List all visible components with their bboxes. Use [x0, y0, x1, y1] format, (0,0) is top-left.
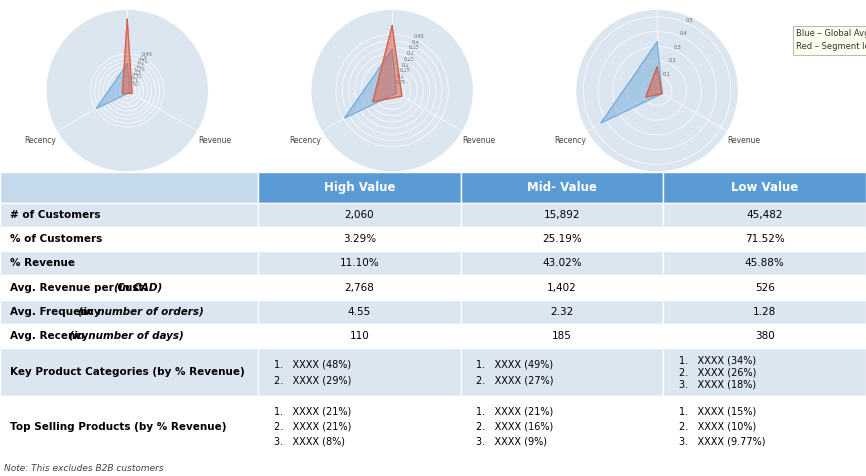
- Text: Note: This excludes B2B customers: Note: This excludes B2B customers: [4, 464, 164, 473]
- Text: 2.   XXXX (29%): 2. XXXX (29%): [274, 375, 351, 385]
- Text: 1.   XXXX (34%): 1. XXXX (34%): [679, 355, 756, 365]
- Text: 3.   XXXX (8%): 3. XXXX (8%): [274, 437, 345, 447]
- FancyBboxPatch shape: [258, 251, 461, 276]
- FancyBboxPatch shape: [461, 299, 663, 324]
- FancyBboxPatch shape: [258, 324, 461, 348]
- Text: Low Value: Low Value: [731, 181, 798, 194]
- Polygon shape: [345, 50, 397, 118]
- FancyBboxPatch shape: [258, 299, 461, 324]
- Text: 43.02%: 43.02%: [542, 258, 582, 268]
- FancyBboxPatch shape: [663, 324, 866, 348]
- FancyBboxPatch shape: [0, 203, 258, 227]
- FancyBboxPatch shape: [663, 172, 866, 203]
- Text: # of Customers: # of Customers: [10, 210, 101, 220]
- FancyBboxPatch shape: [461, 397, 663, 457]
- FancyBboxPatch shape: [663, 227, 866, 251]
- FancyBboxPatch shape: [0, 227, 258, 251]
- Text: (in number of orders): (in number of orders): [78, 307, 204, 317]
- FancyBboxPatch shape: [461, 172, 663, 203]
- Text: 526: 526: [755, 283, 774, 293]
- Text: (in CAD): (in CAD): [114, 283, 162, 293]
- FancyBboxPatch shape: [258, 276, 461, 299]
- Polygon shape: [372, 26, 402, 102]
- Text: 1,402: 1,402: [547, 283, 577, 293]
- FancyBboxPatch shape: [461, 348, 663, 397]
- Polygon shape: [601, 42, 662, 123]
- Text: 15,892: 15,892: [544, 210, 580, 220]
- Text: 3.   XXXX (9%): 3. XXXX (9%): [476, 437, 547, 447]
- Text: % Revenue: % Revenue: [10, 258, 75, 268]
- FancyBboxPatch shape: [0, 397, 258, 457]
- FancyBboxPatch shape: [0, 324, 258, 348]
- Text: 2.   XXXX (27%): 2. XXXX (27%): [476, 375, 553, 385]
- FancyBboxPatch shape: [461, 251, 663, 276]
- Text: 110: 110: [350, 331, 369, 341]
- Text: 11.10%: 11.10%: [339, 258, 379, 268]
- Text: 25.19%: 25.19%: [542, 234, 582, 244]
- FancyBboxPatch shape: [663, 203, 866, 227]
- Text: 45,482: 45,482: [746, 210, 783, 220]
- Text: 71.52%: 71.52%: [745, 234, 785, 244]
- FancyBboxPatch shape: [258, 172, 461, 203]
- Text: 2.   XXXX (10%): 2. XXXX (10%): [679, 422, 756, 432]
- Text: 3.   XXXX (9.77%): 3. XXXX (9.77%): [679, 437, 766, 447]
- Text: 4.55: 4.55: [348, 307, 371, 317]
- FancyBboxPatch shape: [258, 397, 461, 457]
- Text: 2.32: 2.32: [551, 307, 573, 317]
- Text: 3.   XXXX (18%): 3. XXXX (18%): [679, 379, 756, 389]
- FancyBboxPatch shape: [663, 397, 866, 457]
- FancyBboxPatch shape: [663, 276, 866, 299]
- Text: 2,060: 2,060: [345, 210, 374, 220]
- Text: 2,768: 2,768: [345, 283, 374, 293]
- Text: Avg. Recency: Avg. Recency: [10, 331, 93, 341]
- Text: 1.   XXXX (49%): 1. XXXX (49%): [476, 359, 553, 369]
- Text: 185: 185: [553, 331, 572, 341]
- FancyBboxPatch shape: [461, 227, 663, 251]
- Text: 2.   XXXX (21%): 2. XXXX (21%): [274, 422, 351, 432]
- Text: 2.   XXXX (26%): 2. XXXX (26%): [679, 367, 756, 377]
- Text: Blue – Global Avg.
Red – Segment level Avg.: Blue – Global Avg. Red – Segment level A…: [796, 29, 866, 51]
- Text: 2.   XXXX (16%): 2. XXXX (16%): [476, 422, 553, 432]
- Text: 1.   XXXX (15%): 1. XXXX (15%): [679, 407, 756, 416]
- FancyBboxPatch shape: [0, 299, 258, 324]
- FancyBboxPatch shape: [663, 348, 866, 397]
- Text: (in number of days): (in number of days): [69, 331, 184, 341]
- FancyBboxPatch shape: [0, 348, 258, 397]
- Text: Avg. Revenue per Cust.: Avg. Revenue per Cust.: [10, 283, 152, 293]
- Text: % of Customers: % of Customers: [10, 234, 103, 244]
- FancyBboxPatch shape: [258, 203, 461, 227]
- Text: 380: 380: [755, 331, 774, 341]
- FancyBboxPatch shape: [461, 324, 663, 348]
- FancyBboxPatch shape: [0, 172, 258, 203]
- FancyBboxPatch shape: [461, 203, 663, 227]
- Text: Avg. Frequency: Avg. Frequency: [10, 307, 105, 317]
- Text: 1.   XXXX (48%): 1. XXXX (48%): [274, 359, 351, 369]
- Text: High Value: High Value: [324, 181, 395, 194]
- Polygon shape: [96, 64, 130, 109]
- Text: 3.29%: 3.29%: [343, 234, 376, 244]
- Text: Mid- Value: Mid- Value: [527, 181, 597, 194]
- Text: 1.28: 1.28: [753, 307, 776, 317]
- Text: Top Selling Products (by % Revenue): Top Selling Products (by % Revenue): [10, 422, 227, 432]
- FancyBboxPatch shape: [258, 227, 461, 251]
- FancyBboxPatch shape: [0, 251, 258, 276]
- Text: 1.   XXXX (21%): 1. XXXX (21%): [476, 407, 553, 416]
- Text: 45.88%: 45.88%: [745, 258, 785, 268]
- FancyBboxPatch shape: [663, 299, 866, 324]
- FancyBboxPatch shape: [258, 348, 461, 397]
- FancyBboxPatch shape: [0, 276, 258, 299]
- Text: Key Product Categories (by % Revenue): Key Product Categories (by % Revenue): [10, 367, 245, 377]
- Text: 1.   XXXX (21%): 1. XXXX (21%): [274, 407, 351, 416]
- FancyBboxPatch shape: [663, 251, 866, 276]
- Polygon shape: [645, 67, 662, 97]
- FancyBboxPatch shape: [461, 276, 663, 299]
- Polygon shape: [122, 19, 132, 93]
